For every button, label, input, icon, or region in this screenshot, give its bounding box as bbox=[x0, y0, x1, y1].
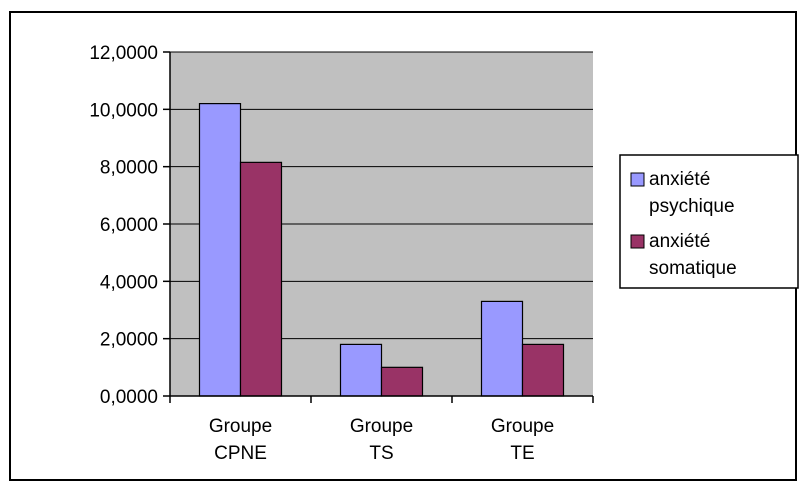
x-tick-labels: Groupe CPNE Groupe TS Groupe TE bbox=[209, 416, 554, 464]
legend-label: psychique bbox=[649, 196, 735, 217]
x-tick-label: Groupe bbox=[350, 416, 413, 437]
y-tick-label: 2,0000 bbox=[100, 330, 158, 351]
axes-group bbox=[163, 51, 594, 403]
y-tick-label: 0,0000 bbox=[100, 387, 158, 408]
legend-label: anxiété bbox=[649, 231, 710, 252]
x-tick-label: Groupe bbox=[209, 416, 272, 437]
x-tick-label: CPNE bbox=[214, 443, 267, 464]
y-tick-label: 10,0000 bbox=[89, 100, 158, 121]
x-tick-label: TS bbox=[369, 443, 393, 464]
legend: anxiété psychique anxiété somatique bbox=[619, 154, 799, 289]
bar bbox=[480, 300, 524, 397]
y-tick-label: 4,0000 bbox=[100, 272, 158, 293]
legend-label: somatique bbox=[649, 258, 737, 279]
x-tick-label: TE bbox=[510, 443, 534, 464]
legend-box bbox=[619, 154, 799, 289]
bar bbox=[239, 161, 283, 397]
bar bbox=[380, 366, 424, 397]
legend-swatch bbox=[630, 234, 645, 249]
legend-swatch bbox=[630, 172, 645, 187]
y-tick-label: 6,0000 bbox=[100, 215, 158, 236]
bar bbox=[198, 102, 242, 397]
x-tick-label: Groupe bbox=[491, 416, 554, 437]
bar bbox=[339, 343, 383, 397]
legend-label: anxiété bbox=[649, 169, 710, 190]
bar bbox=[521, 343, 565, 397]
bars-group bbox=[198, 102, 565, 397]
y-tick-label: 8,0000 bbox=[100, 158, 158, 179]
y-tick-labels: 0,0000 2,0000 4,0000 6,0000 8,0000 10,0000 12,… bbox=[89, 43, 158, 408]
y-tick-label: 12,0000 bbox=[89, 43, 158, 64]
